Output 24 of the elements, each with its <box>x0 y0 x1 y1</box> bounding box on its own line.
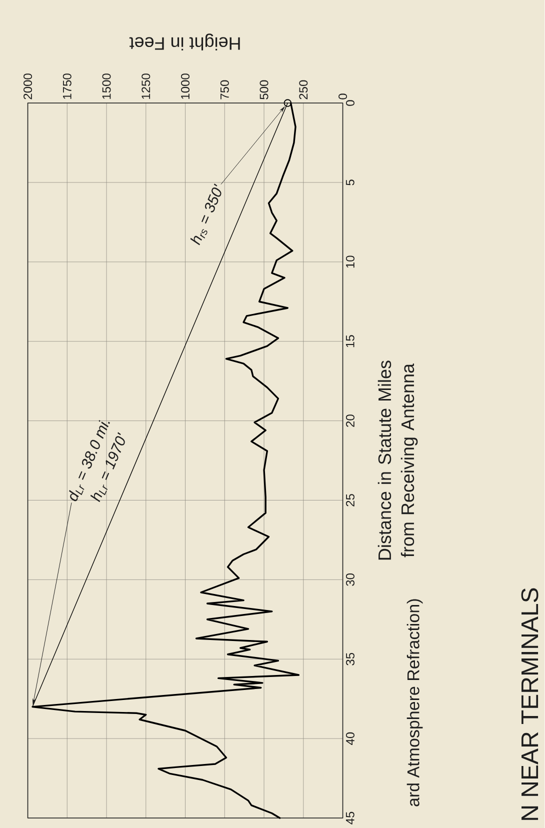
y-tick-label: 5 <box>346 180 354 186</box>
y-tick-label: 20 <box>346 414 355 427</box>
text: ard Atmosphere Refraction) <box>406 599 423 806</box>
y-tick-label: 35 <box>346 652 355 666</box>
x-tick-label: 1000 <box>181 74 190 99</box>
x-tick-label: 1750 <box>63 74 72 99</box>
x-tick-label: 500 <box>260 80 268 100</box>
y-tick-label: 25 <box>346 494 355 506</box>
text: N NEAR TERMINALS <box>521 588 538 820</box>
y-tick-label: 15 <box>346 335 354 348</box>
annotation: h$_{rs}$ = 350' <box>190 183 222 246</box>
x-tick-label: 250 <box>299 80 308 100</box>
y-tick-label: 45 <box>346 812 354 824</box>
x-tick-label: 2000 <box>24 74 32 100</box>
y-tick-label: 10 <box>346 256 355 268</box>
y-tick-label: 0 <box>346 100 355 106</box>
y-tick-label: 40 <box>346 732 355 745</box>
y-axis-title: Distance in Statute Miles from Receiving Antenna <box>378 360 418 560</box>
x-tick-label: 750 <box>220 80 229 100</box>
x-axis-title: Height in Feet <box>130 34 240 50</box>
y-tick-label: 30 <box>346 573 355 586</box>
x-tick-label: 0 <box>338 94 348 100</box>
x-tick-label: 1500 <box>102 74 111 99</box>
x-tick-label: 1250 <box>142 74 150 99</box>
